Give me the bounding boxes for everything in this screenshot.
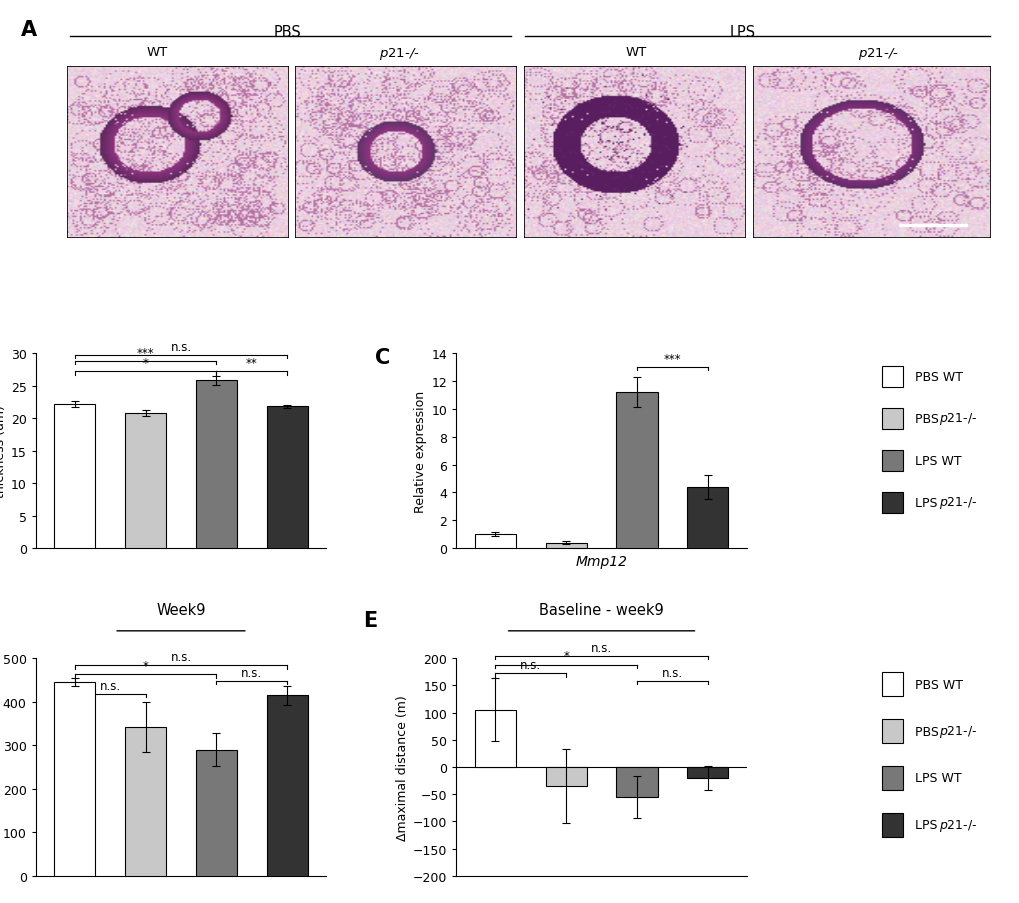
Text: A: A <box>21 21 38 41</box>
Y-axis label: Relative expression: Relative expression <box>414 390 427 512</box>
Text: PBS: PBS <box>273 24 302 40</box>
Y-axis label: Δmaximal distance (m): Δmaximal distance (m) <box>395 694 409 840</box>
Bar <box>125 727 166 876</box>
Text: n.s.: n.s. <box>242 666 262 679</box>
Text: WT: WT <box>626 46 646 59</box>
Text: PBS: PBS <box>914 413 943 425</box>
Text: $\it{p21}$-/-: $\it{p21}$-/- <box>938 817 976 833</box>
Text: n.s.: n.s. <box>100 679 120 692</box>
Bar <box>881 766 902 790</box>
Text: PBS WT: PBS WT <box>914 370 962 384</box>
Text: LPS: LPS <box>914 497 941 509</box>
Text: n.s.: n.s. <box>590 641 611 654</box>
Text: n.s.: n.s. <box>520 658 541 672</box>
Bar <box>881 673 902 696</box>
Bar <box>474 535 516 548</box>
Text: *: * <box>562 649 569 663</box>
Text: LPS: LPS <box>914 818 941 832</box>
Text: $\it{p21}$-/-: $\it{p21}$-/- <box>938 411 976 427</box>
Bar <box>615 393 657 548</box>
Bar <box>267 695 308 876</box>
Y-axis label: Airway wall
thickness (um): Airway wall thickness (um) <box>0 405 7 498</box>
Text: $\it{p21}$-/-: $\it{p21}$-/- <box>938 495 976 511</box>
Bar <box>615 768 657 797</box>
Bar <box>54 683 95 876</box>
Bar <box>881 813 902 837</box>
Bar <box>54 405 95 548</box>
Text: $p21$-/-: $p21$-/- <box>378 46 419 61</box>
Bar <box>267 407 308 548</box>
Text: n.s.: n.s. <box>170 650 192 664</box>
Bar <box>881 492 902 514</box>
Bar <box>125 414 166 548</box>
Text: WT: WT <box>146 46 167 59</box>
Text: *: * <box>143 659 149 672</box>
Text: Week9: Week9 <box>156 602 206 617</box>
Bar <box>881 451 902 471</box>
Text: PBS WT: PBS WT <box>914 678 962 691</box>
Text: LPS WT: LPS WT <box>914 771 961 785</box>
Bar <box>881 720 902 743</box>
Text: E: E <box>363 610 377 630</box>
Bar <box>687 768 728 778</box>
Text: C: C <box>375 348 390 368</box>
Text: **: ** <box>246 357 258 370</box>
Text: LPS: LPS <box>730 24 755 40</box>
X-axis label: Mmp12: Mmp12 <box>575 554 627 568</box>
Bar <box>474 710 516 768</box>
Bar <box>545 768 586 787</box>
Bar <box>196 381 236 548</box>
Bar <box>881 367 902 388</box>
Bar <box>881 408 902 430</box>
Text: ***: *** <box>137 347 154 359</box>
Bar <box>687 488 728 548</box>
Text: $p21$-/-: $p21$-/- <box>857 46 899 61</box>
Text: $\it{p21}$-/-: $\it{p21}$-/- <box>938 723 976 740</box>
Text: n.s.: n.s. <box>661 666 683 679</box>
Text: PBS: PBS <box>914 725 943 738</box>
Text: *: * <box>143 357 149 370</box>
Bar <box>545 543 586 548</box>
Text: LPS WT: LPS WT <box>914 454 961 468</box>
Bar <box>196 749 236 876</box>
Text: ***: *** <box>663 353 681 366</box>
Text: n.s.: n.s. <box>170 340 192 353</box>
Text: Baseline - week9: Baseline - week9 <box>539 602 663 617</box>
